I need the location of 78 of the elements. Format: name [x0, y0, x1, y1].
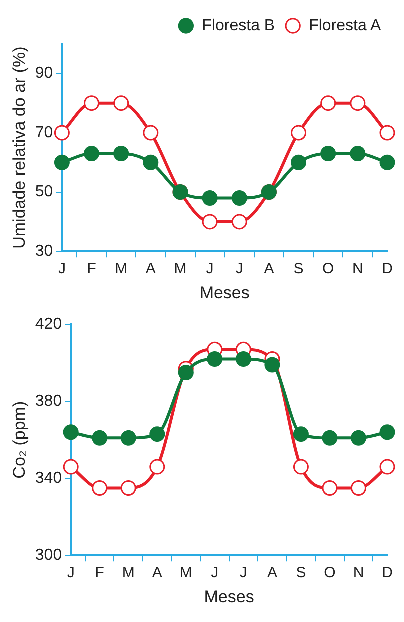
point: [150, 459, 166, 475]
x-tick-label: J: [240, 564, 248, 582]
x-tick-label: F: [87, 260, 96, 278]
point: [380, 125, 396, 141]
y-tick-label: 70: [35, 124, 54, 142]
x-tick-label: M: [115, 260, 128, 278]
x-tick-label: M: [174, 260, 187, 278]
point: [54, 154, 70, 170]
y-tick-label: 340: [35, 470, 62, 488]
point: [293, 426, 309, 442]
point: [232, 190, 248, 206]
point: [114, 146, 130, 162]
x-tick-label: A: [267, 564, 278, 582]
point: [202, 214, 218, 230]
point: [92, 480, 108, 496]
point: [120, 430, 136, 446]
x-axis-title: Meses: [204, 587, 254, 606]
y-tick-label: 50: [35, 184, 54, 201]
x-tick-label: O: [322, 260, 334, 278]
point: [264, 357, 280, 373]
x-tick-label: J: [211, 564, 219, 582]
point: [232, 214, 248, 230]
point: [84, 96, 100, 112]
x-tick-label: D: [382, 564, 394, 582]
point: [350, 146, 366, 162]
x-tick-label: N: [352, 260, 364, 278]
y-axis-title: Umidade relativa do ar (%): [10, 46, 29, 249]
point: [322, 480, 338, 496]
point: [320, 96, 336, 112]
point: [150, 426, 166, 442]
point: [207, 352, 223, 367]
point: [120, 480, 136, 496]
point: [84, 146, 100, 162]
x-tick-label: N: [353, 564, 364, 582]
point: [63, 424, 79, 440]
point: [143, 154, 159, 170]
x-tick-label: A: [146, 260, 156, 278]
x-tick-label: O: [324, 564, 336, 582]
point: [143, 125, 159, 141]
x-tick-label: D: [382, 260, 394, 278]
y-tick-label: 90: [35, 65, 54, 82]
point: [293, 459, 309, 475]
point: [350, 480, 366, 496]
point: [236, 352, 252, 367]
y-tick-label: 420: [35, 316, 62, 334]
x-tick-label: J: [206, 260, 214, 278]
point: [291, 154, 307, 170]
point: [63, 459, 79, 475]
y-tick-label: 300: [35, 547, 62, 564]
y-tick-label: 30: [35, 243, 54, 260]
y-tick-label: 380: [35, 393, 62, 410]
point: [350, 96, 366, 112]
x-tick-label: A: [152, 564, 162, 582]
x-tick-label: M: [122, 564, 135, 582]
point: [92, 430, 108, 446]
x-tick-label: M: [180, 564, 192, 582]
y-axis-title: Co₂ (ppm): [10, 401, 29, 479]
point: [350, 430, 366, 446]
x-axis-title: Meses: [200, 283, 250, 302]
legend-label: Floresta B: [202, 17, 276, 34]
point: [114, 96, 130, 112]
x-tick-label: S: [294, 260, 304, 278]
legend-label: Floresta A: [309, 17, 382, 34]
point: [380, 154, 396, 170]
x-tick-label: A: [264, 260, 274, 278]
point: [320, 146, 336, 162]
x-tick-label: J: [236, 260, 244, 278]
point: [178, 364, 194, 380]
point: [380, 459, 396, 475]
point: [322, 430, 338, 446]
x-tick-label: J: [67, 564, 75, 582]
x-tick-label: S: [296, 564, 306, 582]
point: [54, 125, 70, 141]
x-tick-label: F: [95, 564, 104, 582]
point: [380, 424, 396, 440]
x-tick-label: J: [58, 260, 66, 278]
point: [291, 125, 307, 141]
point: [202, 190, 218, 206]
